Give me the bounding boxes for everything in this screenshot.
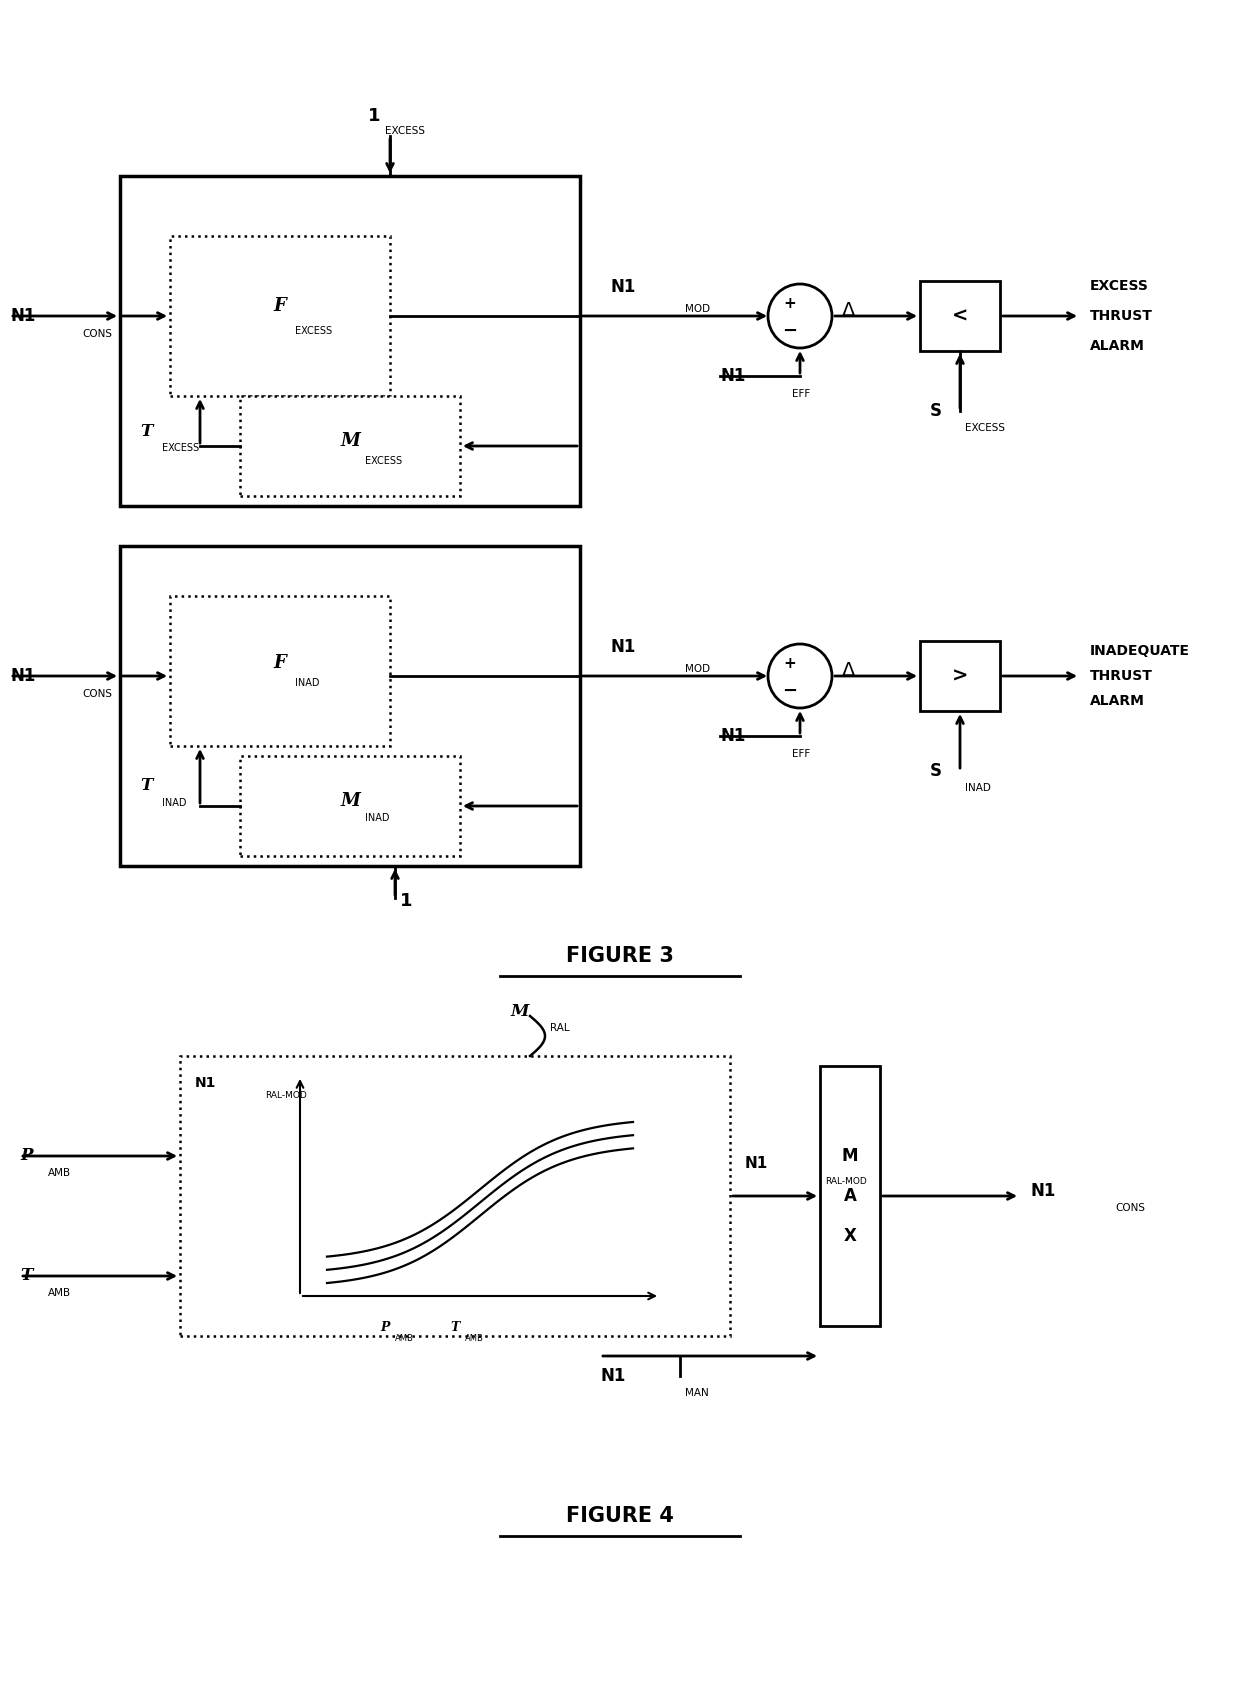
Text: T: T xyxy=(140,777,153,794)
Text: A: A xyxy=(843,1187,857,1205)
Text: AMB: AMB xyxy=(465,1334,484,1344)
Text: INADEQUATE: INADEQUATE xyxy=(1090,644,1190,658)
Text: N1: N1 xyxy=(610,637,635,656)
Text: MOD: MOD xyxy=(684,664,711,674)
Text: EXCESS: EXCESS xyxy=(1090,278,1149,293)
Bar xyxy=(820,1066,880,1325)
Text: EXCESS: EXCESS xyxy=(384,126,425,137)
Text: M: M xyxy=(842,1146,858,1165)
Text: M: M xyxy=(340,792,360,809)
Text: N1: N1 xyxy=(720,727,745,745)
Bar xyxy=(170,595,391,745)
Text: N1: N1 xyxy=(720,368,745,384)
Text: −: − xyxy=(782,322,797,341)
Text: N1: N1 xyxy=(600,1367,625,1384)
Text: CONS: CONS xyxy=(82,329,112,339)
Text: N1: N1 xyxy=(610,278,635,297)
Bar xyxy=(241,396,460,496)
Text: EFF: EFF xyxy=(792,749,810,759)
Bar xyxy=(170,236,391,396)
Text: S: S xyxy=(930,401,942,420)
Text: P: P xyxy=(20,1148,32,1165)
Text: ALARM: ALARM xyxy=(1090,695,1145,708)
Text: M: M xyxy=(510,1003,528,1020)
Text: +: + xyxy=(784,656,796,671)
Text: −: − xyxy=(782,683,797,700)
Text: EXCESS: EXCESS xyxy=(162,443,200,454)
Text: AMB: AMB xyxy=(48,1288,71,1298)
Text: EFF: EFF xyxy=(792,389,810,400)
Text: ALARM: ALARM xyxy=(1090,339,1145,352)
Text: S: S xyxy=(930,762,942,781)
Text: F: F xyxy=(274,297,286,315)
Text: MOD: MOD xyxy=(684,303,711,314)
Text: X: X xyxy=(843,1227,857,1244)
Text: THRUST: THRUST xyxy=(1090,309,1153,324)
Text: 1: 1 xyxy=(367,106,379,125)
Text: <: < xyxy=(952,307,968,325)
Bar xyxy=(920,641,999,711)
Text: EXCESS: EXCESS xyxy=(295,325,332,336)
Text: 1: 1 xyxy=(401,892,413,910)
Text: INAD: INAD xyxy=(365,813,389,823)
Text: N1: N1 xyxy=(10,668,36,685)
Text: T: T xyxy=(450,1322,459,1334)
Text: T: T xyxy=(140,423,153,440)
Text: THRUST: THRUST xyxy=(1090,669,1153,683)
Text: RAL-MOD: RAL-MOD xyxy=(265,1091,306,1099)
Text: INAD: INAD xyxy=(295,678,320,688)
Text: N1: N1 xyxy=(745,1157,769,1172)
Text: >: > xyxy=(952,666,968,686)
Bar xyxy=(180,1055,730,1335)
Text: INAD: INAD xyxy=(965,782,991,792)
Text: AMB: AMB xyxy=(48,1168,71,1179)
Text: +: + xyxy=(784,297,796,312)
Text: Δ: Δ xyxy=(842,302,856,320)
Text: MAN: MAN xyxy=(684,1388,709,1398)
Bar xyxy=(120,175,580,506)
Bar xyxy=(920,282,999,351)
Text: AMB: AMB xyxy=(396,1334,414,1344)
Text: N1: N1 xyxy=(1030,1182,1055,1200)
Bar xyxy=(120,546,580,867)
Text: RAL-MOD: RAL-MOD xyxy=(825,1177,867,1185)
Text: Δ: Δ xyxy=(842,661,856,681)
Text: P: P xyxy=(381,1322,391,1334)
Text: CONS: CONS xyxy=(82,690,112,700)
Bar xyxy=(241,755,460,856)
Text: RAL: RAL xyxy=(551,1023,569,1034)
Text: CONS: CONS xyxy=(1115,1204,1145,1212)
Text: INAD: INAD xyxy=(162,797,186,808)
Text: FIGURE 3: FIGURE 3 xyxy=(567,946,673,966)
Text: F: F xyxy=(274,654,286,673)
Text: T: T xyxy=(20,1268,32,1285)
Text: M: M xyxy=(340,432,360,450)
Text: N1: N1 xyxy=(195,1076,216,1091)
Text: EXCESS: EXCESS xyxy=(965,423,1004,433)
Text: EXCESS: EXCESS xyxy=(365,455,402,465)
Text: FIGURE 4: FIGURE 4 xyxy=(567,1506,673,1526)
Text: N1: N1 xyxy=(10,307,36,325)
